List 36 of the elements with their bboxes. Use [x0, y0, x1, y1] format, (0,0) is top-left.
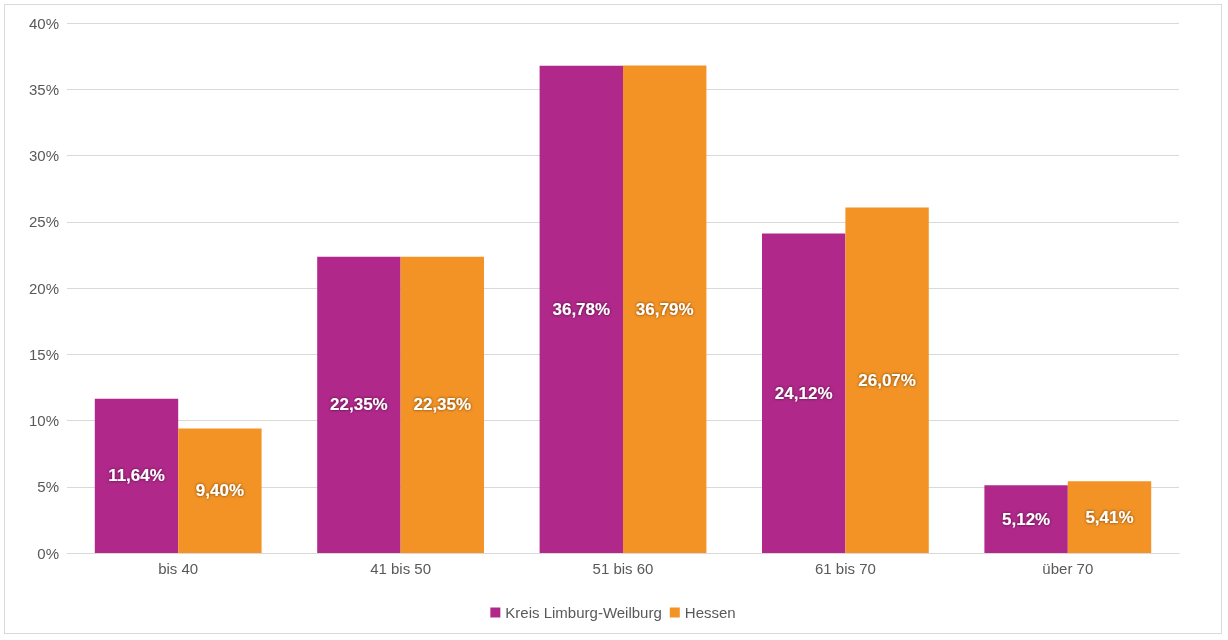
data-label: 5,41%	[1085, 507, 1134, 527]
data-label: 36,79%	[635, 299, 694, 319]
y-tick-label: 15%	[28, 345, 59, 363]
data-label: 11,64%	[108, 466, 165, 486]
y-tick-label: 0%	[37, 544, 59, 562]
y-tick-label: 30%	[28, 147, 59, 164]
bar	[762, 233, 846, 553]
data-label: 5,12%	[1002, 509, 1051, 529]
bar	[94, 398, 179, 553]
x-tick-label: 41 bis 50	[370, 560, 432, 577]
x-tick-label: 51 bis 60	[592, 560, 654, 577]
bar	[178, 428, 262, 553]
y-tick-label: 10%	[28, 412, 59, 429]
x-tick-label: 61 bis 70	[814, 560, 876, 577]
y-tick-label: 40%	[28, 14, 59, 32]
bar	[317, 256, 401, 553]
x-tick-label: über 70	[1042, 560, 1094, 577]
bar	[984, 485, 1068, 553]
bar	[1067, 481, 1152, 553]
y-tick-label: 5%	[37, 478, 59, 496]
data-label: 22,35%	[330, 395, 388, 415]
y-tick-label: 20%	[28, 279, 59, 297]
legend-label: Hessen	[684, 604, 736, 621]
data-label: 9,40%	[195, 481, 244, 501]
legend-label: Kreis Limburg-Weilburg	[505, 604, 662, 621]
bar	[539, 65, 623, 553]
x-tick-label: bis 40	[158, 560, 199, 577]
data-label: 22,35%	[413, 395, 472, 415]
y-tick-label: 25%	[28, 213, 59, 231]
bar	[400, 256, 484, 553]
data-label: 26,07%	[858, 370, 916, 390]
data-label: 36,78%	[552, 299, 611, 319]
data-label: 24,12%	[774, 383, 833, 403]
bar	[845, 207, 929, 553]
bar	[623, 65, 707, 553]
y-tick-label: 35%	[28, 80, 59, 98]
